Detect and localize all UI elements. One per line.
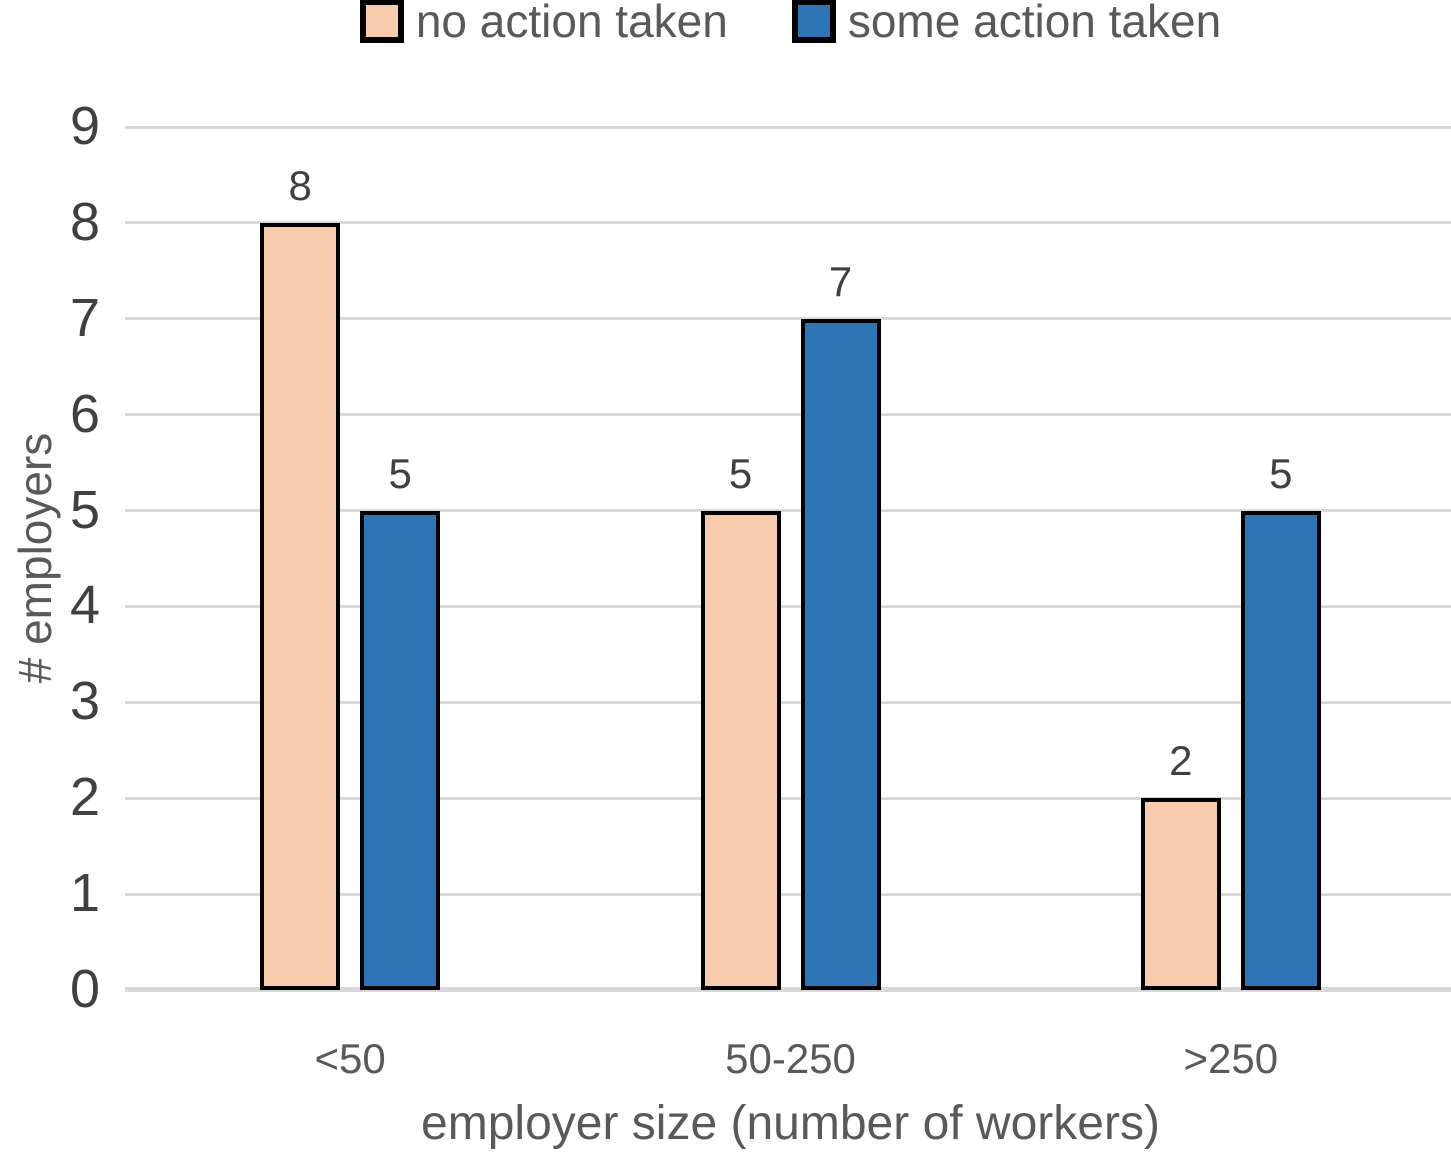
y-tick-label: 0 xyxy=(69,958,100,1019)
gridline xyxy=(125,700,1451,704)
bar-some-action-taken-<50 xyxy=(360,510,441,990)
gridline xyxy=(125,125,1451,129)
y-tick-label: 7 xyxy=(69,287,100,348)
bar-no-action-taken-<50 xyxy=(260,222,341,990)
y-tick-label: 3 xyxy=(69,671,100,732)
x-axis-title: employer size (number of workers) xyxy=(421,1097,1160,1150)
bar-some-action-taken-50-250 xyxy=(800,318,881,990)
legend-label-some-action: some action taken xyxy=(847,0,1222,47)
x-tick-label: <50 xyxy=(314,1035,386,1082)
bar-no-action-taken->250 xyxy=(1140,798,1221,990)
y-axis-title: # employers xyxy=(9,432,61,684)
legend: no action taken some action taken xyxy=(130,0,1451,47)
x-tick-label: 50-250 xyxy=(725,1035,856,1082)
y-tick-label: 8 xyxy=(69,191,100,252)
data-label: 8 xyxy=(288,161,312,209)
y-tick-label: 1 xyxy=(69,863,100,924)
legend-label-no-action: no action taken xyxy=(415,0,728,47)
y-tick-label: 5 xyxy=(69,479,100,540)
legend-swatch-no-action xyxy=(359,0,404,44)
plot-area: 0 1 2 3 4 5 6 7 8 9 <50 8 5 50-250 5 7 >250 2 5 xyxy=(70,99,1451,1080)
gridline xyxy=(125,892,1451,896)
gridline xyxy=(125,221,1451,225)
y-tick-label: 6 xyxy=(69,383,100,444)
data-label: 2 xyxy=(1169,737,1193,785)
x-axis-line xyxy=(125,987,1451,992)
legend-swatch-some-action xyxy=(791,0,836,44)
y-tick-label: 2 xyxy=(69,767,100,828)
gridline xyxy=(125,413,1451,417)
data-label: 5 xyxy=(728,449,753,497)
gridline xyxy=(125,796,1451,800)
legend-item-no-action: no action taken xyxy=(359,0,728,47)
legend-item-some-action: some action taken xyxy=(791,0,1222,47)
data-label: 5 xyxy=(1269,449,1293,497)
bar-no-action-taken-50-250 xyxy=(700,510,781,990)
gridline xyxy=(125,604,1451,608)
data-label: 5 xyxy=(388,449,412,497)
x-tick-label: >250 xyxy=(1183,1035,1279,1082)
y-tick-label: 9 xyxy=(69,95,100,156)
bar-some-action-taken->250 xyxy=(1240,510,1321,990)
gridline xyxy=(125,317,1451,321)
y-tick-label: 4 xyxy=(69,575,100,636)
data-label: 7 xyxy=(828,257,853,305)
gridline xyxy=(125,509,1451,513)
